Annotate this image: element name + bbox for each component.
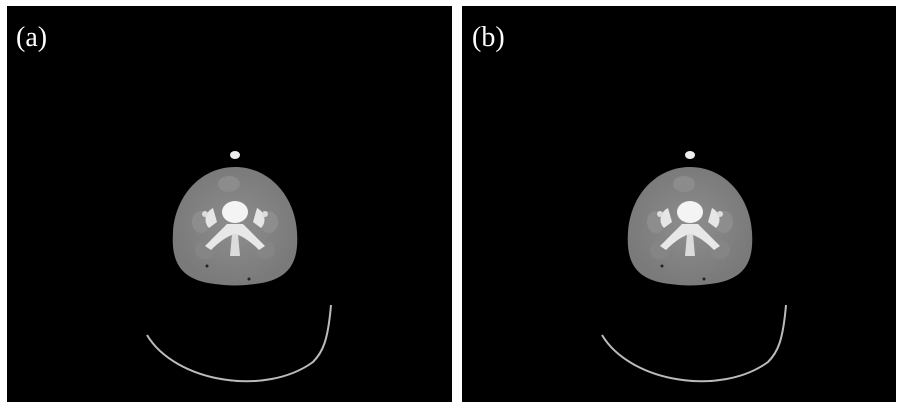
- figure: (a) (b): [0, 0, 899, 409]
- page: (a) (b) (() => { const data = JSON.parse…: [0, 0, 899, 409]
- panel-label: (a): [16, 22, 47, 53]
- panel-label: (b): [472, 22, 505, 53]
- panel-b: (b): [462, 6, 896, 402]
- panel-a: (a): [7, 6, 452, 402]
